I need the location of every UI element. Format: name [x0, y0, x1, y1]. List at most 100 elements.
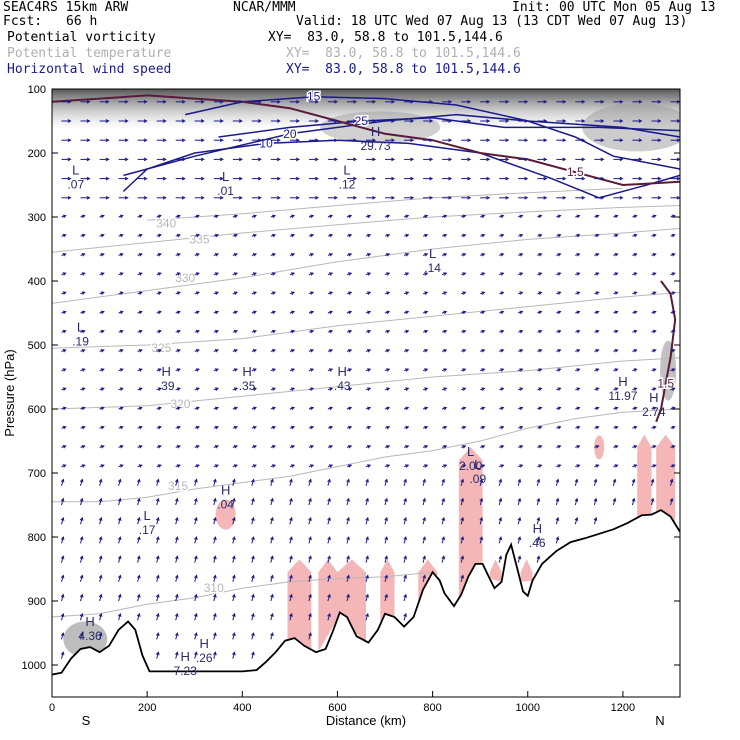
extremum-value: 7.23 [174, 664, 198, 678]
wind-vector-head [105, 119, 110, 123]
wind-vector-head [348, 272, 353, 276]
wind-vector-head [405, 233, 410, 238]
wind-vector-head [213, 612, 217, 617]
wind-vector-head [100, 329, 105, 334]
wind-vector-head [232, 516, 236, 521]
wind-vector-head [498, 555, 503, 560]
extremum-letter: L [222, 169, 229, 184]
wind-vector [194, 652, 197, 659]
wind-vector-head [60, 536, 65, 541]
theta-contour-label: 340 [156, 216, 176, 230]
extremum-high: H11.97 [608, 374, 637, 403]
wind-vector-head [327, 478, 331, 483]
wind-vector [156, 652, 159, 659]
wind-vector-head [100, 214, 105, 219]
wind-vector-head [481, 233, 486, 238]
vertical-motion-region [215, 499, 236, 530]
wind-vector-head [500, 425, 505, 430]
wind-vector-head [519, 214, 524, 219]
wind-vector-head [81, 214, 86, 219]
wind-vector-head [119, 425, 124, 430]
wind-vector [555, 498, 559, 506]
wind-vector-head [81, 387, 86, 391]
wind-vector-head [633, 445, 638, 449]
wind-vector [479, 517, 483, 525]
wind-vector [232, 652, 235, 659]
wind-vector-head [329, 425, 334, 430]
wind-vector-head [138, 464, 143, 468]
wind-vector [536, 517, 540, 525]
wind-vector-head [443, 349, 448, 353]
wind-vector-head [219, 119, 224, 123]
wind-vector-head [595, 425, 600, 430]
theta-contour [52, 292, 680, 349]
wind-vector-head [105, 176, 110, 181]
wind-vector-head [194, 612, 198, 617]
wind-vector-head [600, 157, 605, 162]
wind-vector [365, 479, 369, 486]
extremum-value: .35 [239, 379, 256, 393]
wind-vector-head [253, 291, 257, 295]
field-theta-xy: XY= 83.0, 58.8 to 101.5,144.6 [286, 46, 521, 61]
pv-contour [52, 94, 680, 187]
wind-vector [251, 536, 255, 544]
wind-vector-head [462, 272, 467, 276]
wind-vector-head [391, 119, 396, 123]
wind-vector-head [329, 310, 334, 315]
wind-vector-head [519, 329, 524, 334]
wind-vector-head [233, 233, 239, 238]
wind-vector-head [98, 574, 103, 579]
wind-vector-head [633, 464, 638, 468]
wind-vector-head [614, 272, 619, 276]
wind-vector [194, 613, 197, 621]
wind-vector-head [272, 253, 276, 257]
wind-vector-head [329, 445, 334, 449]
wind-vector-head [517, 555, 522, 560]
wind-vector-head [424, 214, 429, 219]
wind-vector-head [79, 574, 84, 579]
wind-vector-head [143, 138, 148, 143]
wind-vector-head [424, 368, 429, 372]
wind-vector-head [365, 497, 369, 502]
wind-vector-head [329, 406, 334, 411]
wind-vector-head [367, 368, 372, 372]
wind-vector [479, 498, 483, 506]
wind-vector-head [67, 176, 72, 181]
wind-vector-head [410, 176, 415, 181]
extremum-low: L.14 [424, 246, 441, 275]
wind-vector-head [650, 497, 655, 502]
wind-vector-head [136, 478, 141, 483]
wind-vector-head [138, 445, 143, 449]
wind-vector-head [257, 138, 262, 143]
wind-vector-head [481, 464, 486, 468]
x-tick-label: 1200 [611, 702, 635, 714]
wind-vector-head [308, 574, 312, 579]
wind-vector-head [384, 574, 388, 579]
wind-vector-head [538, 445, 543, 449]
wind-vector [365, 536, 369, 544]
wind-vector [251, 498, 255, 506]
extremum-letter: L [474, 457, 481, 472]
wind-vector [194, 498, 197, 506]
wind-vector-head [62, 291, 67, 295]
wind-vector-head [638, 157, 643, 162]
wind-vector-head [233, 272, 239, 276]
wind-vector-head [238, 138, 243, 143]
wind-vector-head [353, 195, 358, 200]
wind-vector-head [405, 368, 410, 372]
wind-vector-head [327, 612, 331, 617]
y-axis-title: Pressure (hPa) [2, 349, 17, 436]
wind-vector-head [652, 329, 657, 334]
wind-vector [555, 517, 559, 525]
wind-vector-head [633, 425, 638, 430]
wind-vector-head [652, 349, 657, 353]
wind-vector-head [79, 497, 84, 502]
wind-vector-head [536, 497, 541, 502]
wind-vector-head [557, 368, 562, 372]
wind-vector [80, 517, 83, 525]
y-tick-label: 500 [28, 340, 46, 352]
wind-vector [289, 556, 293, 563]
extremum-high: H.43 [334, 364, 351, 393]
wind-vector-head [157, 368, 162, 372]
wind-vector-head [429, 138, 434, 143]
